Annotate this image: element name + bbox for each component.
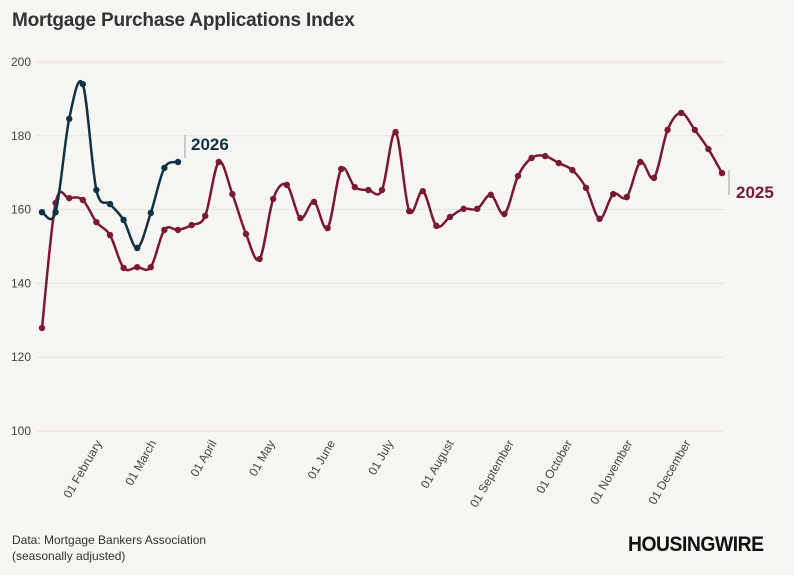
data-point-2025 (120, 264, 127, 272)
x-tick-label: 01 September (467, 438, 517, 510)
x-tick-label: 01 November (587, 438, 635, 507)
data-point-2025 (202, 212, 209, 220)
data-point-2025 (66, 194, 73, 202)
data-point-2025 (134, 263, 141, 271)
data-point-2025 (161, 226, 168, 234)
y-tick-label: 100 (11, 424, 31, 438)
data-point-2025 (596, 215, 603, 223)
data-point-2025 (378, 186, 386, 194)
data-point-2025 (446, 213, 454, 221)
data-point-2026 (38, 208, 46, 216)
data-point-2025 (242, 230, 250, 238)
data-point-2025 (460, 205, 467, 213)
y-tick-label: 200 (11, 55, 31, 69)
data-point-2025 (487, 191, 494, 199)
data-point-2025 (256, 255, 263, 263)
data-point-2025 (38, 324, 46, 332)
data-point-2025 (433, 222, 440, 230)
x-tick-label: 01 October (533, 438, 575, 496)
data-point-2025 (650, 174, 658, 182)
data-point-2025 (474, 205, 481, 213)
data-point-2026 (52, 208, 59, 216)
data-point-2025 (324, 224, 331, 232)
data-point-2025 (338, 165, 345, 173)
source-line-1: Data: Mortgage Bankers Association (12, 533, 207, 547)
x-tick-label: 01 August (418, 437, 457, 491)
data-point-2025 (188, 221, 195, 229)
data-point-2025 (705, 145, 712, 153)
data-point-2026 (120, 216, 127, 224)
data-point-2025 (93, 218, 100, 226)
x-tick-label: 01 February (60, 438, 104, 501)
data-point-2025 (392, 128, 399, 136)
data-point-2025 (106, 231, 114, 239)
data-point-2025 (310, 198, 318, 206)
data-point-2025 (528, 154, 535, 162)
data-point-2025 (555, 159, 562, 167)
x-tick-label: 01 April (187, 438, 219, 480)
x-tick-label: 01 June (305, 437, 339, 481)
data-point-2025 (351, 183, 358, 191)
data-point-2025 (270, 195, 277, 203)
data-point-2025 (569, 166, 576, 174)
data-point-2025 (691, 126, 698, 134)
source-note: Data: Mortgage Bankers Association (seas… (12, 532, 206, 564)
source-line-2: (seasonally adjusted) (12, 549, 126, 563)
data-point-2025 (283, 181, 290, 189)
data-point-2026 (106, 200, 114, 208)
data-point-2025 (514, 172, 522, 180)
chart-title: Mortgage Purchase Applications Index (12, 10, 355, 31)
x-tick-label: 01 July (365, 438, 396, 478)
data-point-2025 (229, 190, 236, 198)
data-point-2025 (147, 263, 154, 271)
data-point-2026 (134, 244, 141, 252)
data-point-2026 (161, 164, 168, 172)
data-point-2025 (718, 169, 726, 177)
data-point-2025 (678, 109, 685, 117)
housingwire-logo: HOUSINGWIRE (628, 533, 764, 556)
data-point-2025 (215, 158, 222, 166)
y-tick-label: 120 (11, 350, 31, 364)
x-tick-label: 01 December (645, 438, 693, 507)
series-label-2026: 2026 (191, 135, 229, 154)
data-point-2025 (664, 126, 671, 134)
data-point-2025 (501, 210, 508, 218)
data-point-2026 (79, 80, 87, 88)
data-point-2025 (419, 187, 426, 195)
data-point-2025 (406, 207, 413, 215)
data-point-2025 (637, 158, 644, 166)
x-tick-label: 01 March (122, 438, 159, 488)
series-line-2026 (41, 80, 179, 250)
data-point-2025 (582, 184, 590, 192)
y-tick-label: 160 (11, 203, 31, 217)
series-line-2025 (40, 111, 724, 329)
data-point-2025 (79, 196, 87, 204)
data-point-2025 (542, 152, 549, 160)
y-tick-label: 140 (11, 276, 31, 290)
data-point-2026 (147, 209, 154, 217)
data-point-2025 (365, 186, 372, 194)
data-point-2025 (610, 190, 617, 198)
x-tick-label: 01 May (246, 438, 278, 479)
data-point-2026 (93, 186, 100, 194)
data-point-2025 (297, 214, 304, 222)
y-tick-label: 180 (11, 129, 31, 143)
data-point-2026 (174, 158, 182, 166)
data-point-2026 (66, 115, 73, 123)
series-label-2025: 2025 (736, 183, 774, 202)
data-point-2025 (623, 193, 630, 201)
data-point-2025 (174, 226, 182, 234)
